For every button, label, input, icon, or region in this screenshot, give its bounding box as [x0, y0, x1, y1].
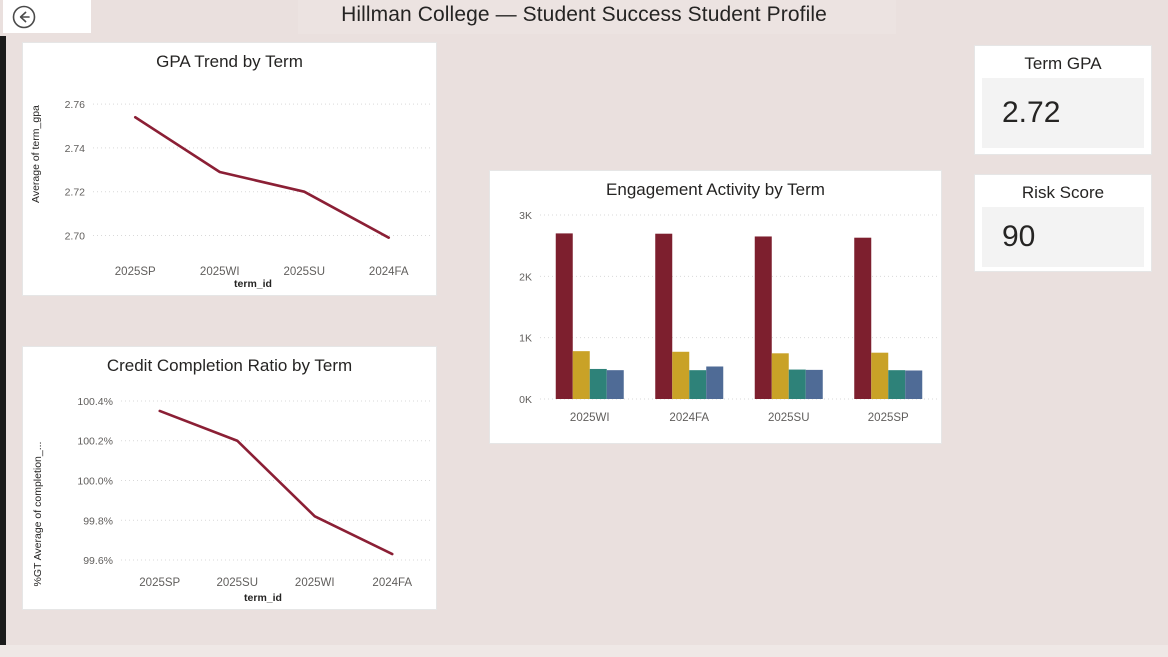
x-axis-ticks: 2025SP 2025WI 2025SU 2024FA [115, 266, 409, 278]
bar [555, 233, 573, 399]
svg-text:2.76: 2.76 [65, 99, 86, 111]
bar [771, 353, 789, 399]
bar [805, 369, 823, 399]
engagement-card: Engagement Activity by Term 0K 1K 2K 3K 202… [489, 170, 942, 444]
credit-ratio-line [158, 409, 394, 556]
window-left-rail [0, 0, 6, 645]
svg-text:2025WI: 2025WI [295, 577, 335, 589]
svg-text:2025SU: 2025SU [216, 577, 258, 589]
svg-text:2024FA: 2024FA [369, 266, 409, 278]
bar [888, 370, 906, 399]
svg-text:2K: 2K [519, 271, 532, 283]
svg-text:99.8%: 99.8% [83, 515, 113, 527]
bar [788, 369, 806, 399]
back-arrow-circle-icon [12, 5, 36, 28]
bar [572, 351, 590, 399]
kpi-card-risk-score: Risk Score 90 [974, 174, 1152, 272]
svg-text:2025SU: 2025SU [283, 266, 325, 278]
bar-series [555, 233, 923, 399]
svg-text:2025SP: 2025SP [868, 412, 909, 424]
bar [689, 370, 707, 399]
bar [871, 352, 889, 399]
svg-text:1K: 1K [519, 333, 532, 345]
kpi-value-term-gpa: 2.72 [1002, 96, 1061, 129]
y-axis-ticks: 2.70 2.72 2.74 2.76 [65, 99, 86, 242]
svg-text:2.72: 2.72 [65, 187, 86, 199]
svg-text:3K: 3K [519, 210, 532, 222]
svg-text:2025SP: 2025SP [115, 266, 156, 278]
svg-text:2.70: 2.70 [65, 230, 86, 242]
engagement-chart: 0K 1K 2K 3K 2025WI 2024FA 2025SU 2025SP [519, 210, 938, 424]
kpi-value-risk-score: 90 [1002, 220, 1036, 253]
bar [854, 237, 872, 399]
bar [589, 368, 607, 399]
gpa-trend-title: GPA Trend by Term [156, 52, 303, 71]
bottom-strip [0, 645, 1168, 657]
x-axis-label: term_id [234, 278, 272, 290]
kpi-valuebox-term-gpa: 2.72 [982, 78, 1144, 148]
y-axis-label: Average of term_gpa [30, 105, 42, 203]
x-axis-ticks: 2025WI 2024FA 2025SU 2025SP [570, 412, 909, 424]
bar [905, 370, 923, 399]
engagement-title: Engagement Activity by Term [606, 180, 825, 199]
svg-text:0K: 0K [519, 394, 532, 406]
credit-ratio-card: Credit Completion Ratio by Term 99.6% 99.… [22, 346, 437, 610]
svg-text:99.6%: 99.6% [83, 555, 113, 567]
credit-ratio-chart: 99.6%99.8%100.0%100.2%100.4% 2025SP 2025S… [32, 396, 431, 604]
x-axis-ticks: 2025SP 2025SU 2025WI 2024FA [139, 577, 412, 589]
gpa-trend-card: GPA Trend by Term 2.70 2.72 2.74 2.76 2025S… [22, 42, 437, 296]
gpa-trend-line [133, 115, 391, 239]
svg-text:2024FA: 2024FA [669, 412, 709, 424]
svg-text:2025SP: 2025SP [139, 577, 180, 589]
header-band [298, 0, 896, 34]
gpa-trend-chart: 2.70 2.72 2.74 2.76 2025SP 2025WI 2025SU 2024F… [30, 99, 431, 290]
svg-text:2025SU: 2025SU [768, 412, 810, 424]
bar [672, 351, 690, 399]
kpi-label-risk-score: Risk Score [1021, 183, 1105, 202]
x-axis-label: term_id [244, 592, 282, 604]
bar [606, 370, 624, 399]
back-button[interactable] [3, 0, 91, 33]
y-axis-label: %GT Average of completion_... [32, 442, 44, 587]
page-title: Hillman College — Student Success Studen… [341, 3, 827, 26]
bar [655, 233, 673, 399]
app-header: Hillman College — Student Success Studen… [0, 0, 1168, 36]
gridlines [93, 103, 431, 236]
svg-text:2025WI: 2025WI [200, 266, 240, 278]
svg-text:100.2%: 100.2% [77, 436, 113, 448]
y-axis-ticks: 0K 1K 2K 3K [519, 210, 532, 406]
svg-text:2025WI: 2025WI [570, 412, 610, 424]
bar [754, 236, 772, 399]
svg-text:100.0%: 100.0% [77, 476, 113, 488]
svg-text:2024FA: 2024FA [372, 577, 412, 589]
credit-ratio-title: Credit Completion Ratio by Term [106, 356, 353, 375]
svg-text:2.74: 2.74 [65, 143, 86, 155]
kpi-label-term-gpa: Term GPA [1024, 54, 1102, 73]
kpi-valuebox-risk-score: 90 [982, 207, 1144, 267]
kpi-card-term-gpa: Term GPA 2.72 [974, 45, 1152, 155]
bar [706, 366, 724, 399]
svg-text:100.4%: 100.4% [77, 396, 113, 408]
gridlines [121, 400, 431, 561]
y-axis-ticks: 99.6% 99.8% 100.0% 100.2% 100.4% [77, 396, 113, 567]
